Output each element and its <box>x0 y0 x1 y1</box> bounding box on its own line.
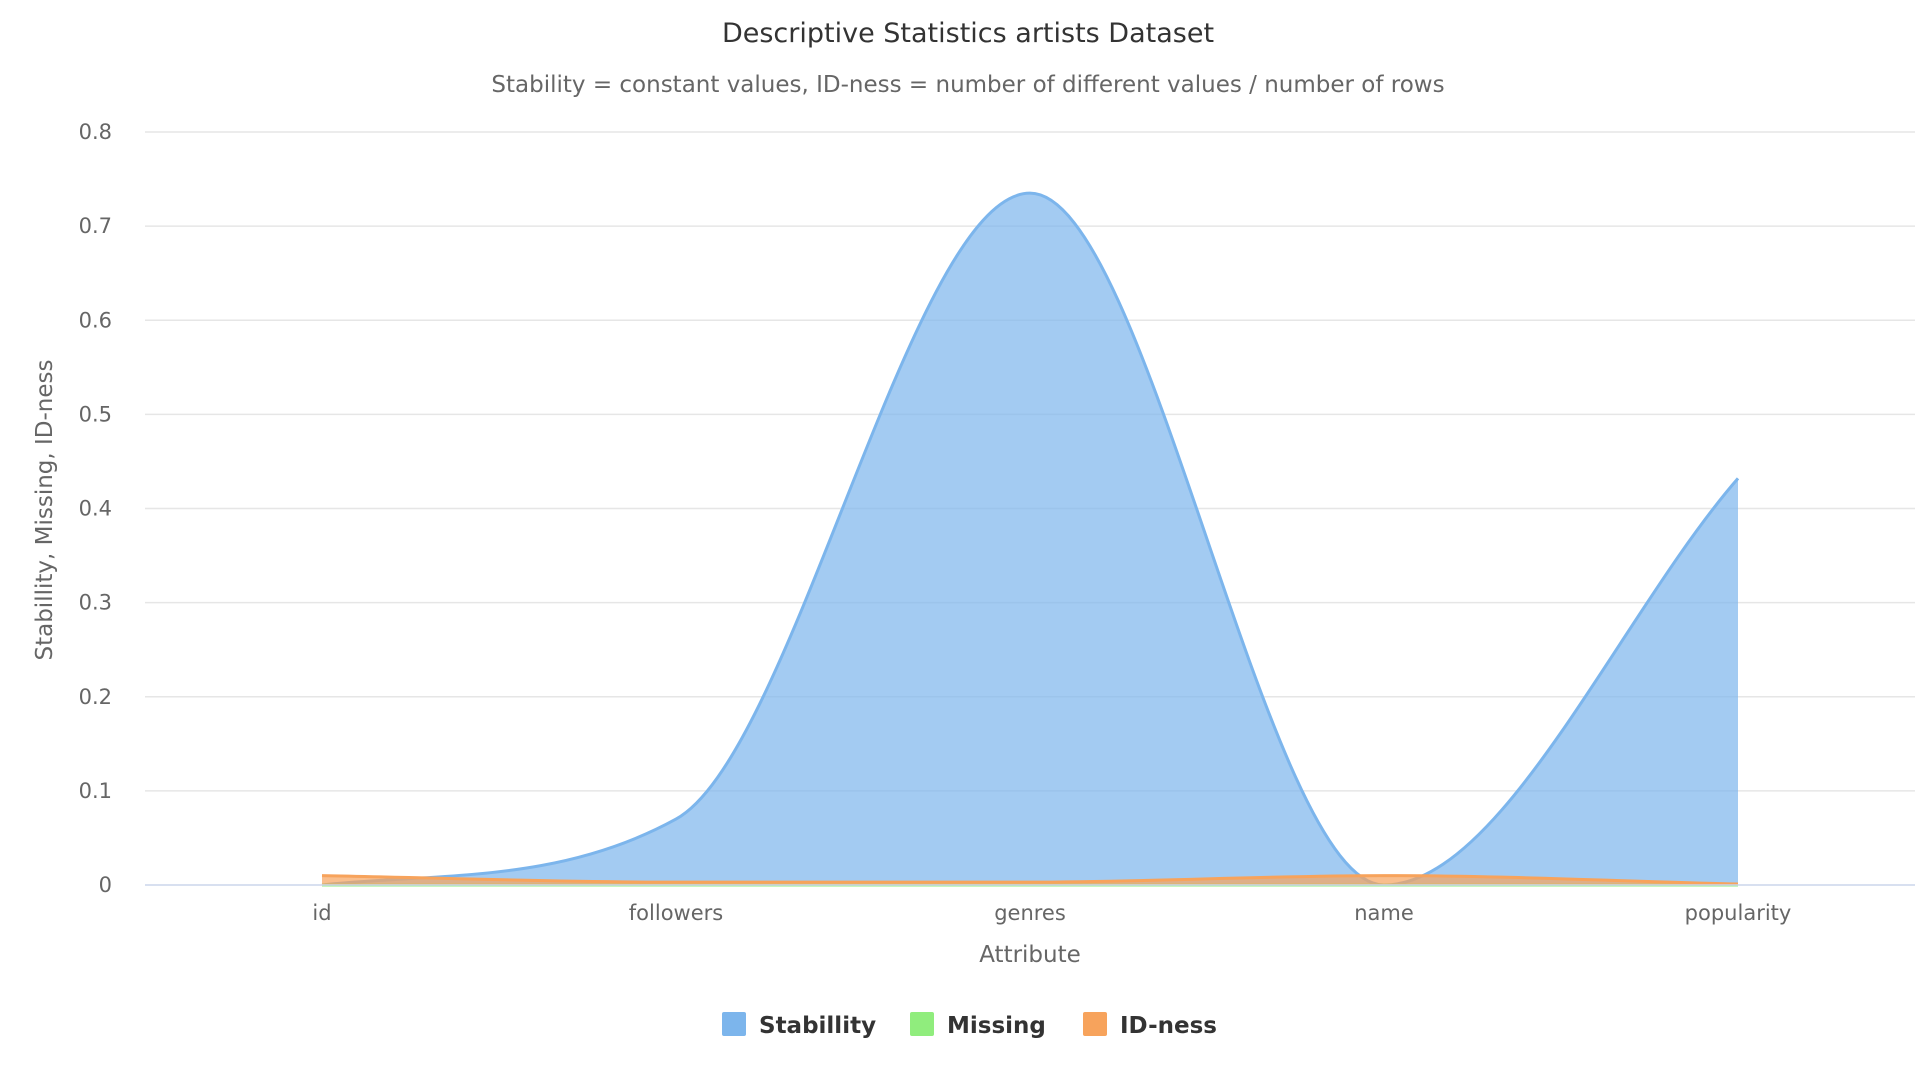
y-axis: 0 0.1 0.2 0.3 0.4 0.5 0.6 0.7 0.8 <box>79 120 112 897</box>
x-axis-title: Attribute <box>979 942 1081 968</box>
y-tick-label: 0.1 <box>79 779 112 803</box>
legend-item-id-ness[interactable]: ID-ness <box>1083 1012 1217 1039</box>
legend-label: Missing <box>947 1013 1046 1039</box>
legend-item-missing[interactable]: Missing <box>910 1012 1046 1039</box>
legend-swatch <box>722 1012 746 1036</box>
y-tick-label: 0 <box>99 873 112 897</box>
x-tick-label: genres <box>994 901 1066 925</box>
y-tick-label: 0.4 <box>79 497 112 521</box>
legend-swatch <box>1083 1012 1107 1036</box>
x-tick-label: id <box>312 901 331 925</box>
chart-title: Descriptive Statistics artists Dataset <box>722 18 1214 49</box>
chart-subtitle: Stability = constant values, ID-ness = n… <box>491 72 1444 98</box>
series-area <box>322 193 1738 885</box>
legend-swatch <box>910 1012 934 1036</box>
y-tick-label: 0.8 <box>79 120 112 144</box>
series-line <box>321 191 1740 887</box>
y-tick-label: 0.6 <box>79 308 112 332</box>
y-tick-label: 0.3 <box>79 591 112 615</box>
y-tick-label: 0.7 <box>79 214 112 238</box>
y-tick-label: 0.2 <box>79 685 112 709</box>
series-id-ness[interactable] <box>321 874 1739 886</box>
legend: Stabillity Missing ID-ness <box>722 1012 1217 1039</box>
y-axis-title: Stabillity, Missing, ID-ness <box>32 360 58 661</box>
series-layer <box>321 191 1740 887</box>
series-stabillity[interactable] <box>321 191 1740 887</box>
x-tick-label: popularity <box>1685 901 1792 925</box>
x-tick-label: name <box>1354 901 1414 925</box>
x-tick-label: followers <box>629 901 723 925</box>
legend-item-stabillity[interactable]: Stabillity <box>722 1012 876 1039</box>
legend-label: Stabillity <box>759 1013 876 1039</box>
y-tick-label: 0.5 <box>79 402 112 426</box>
x-axis: id followers genres name popularity <box>145 884 1915 925</box>
legend-label: ID-ness <box>1120 1013 1217 1039</box>
